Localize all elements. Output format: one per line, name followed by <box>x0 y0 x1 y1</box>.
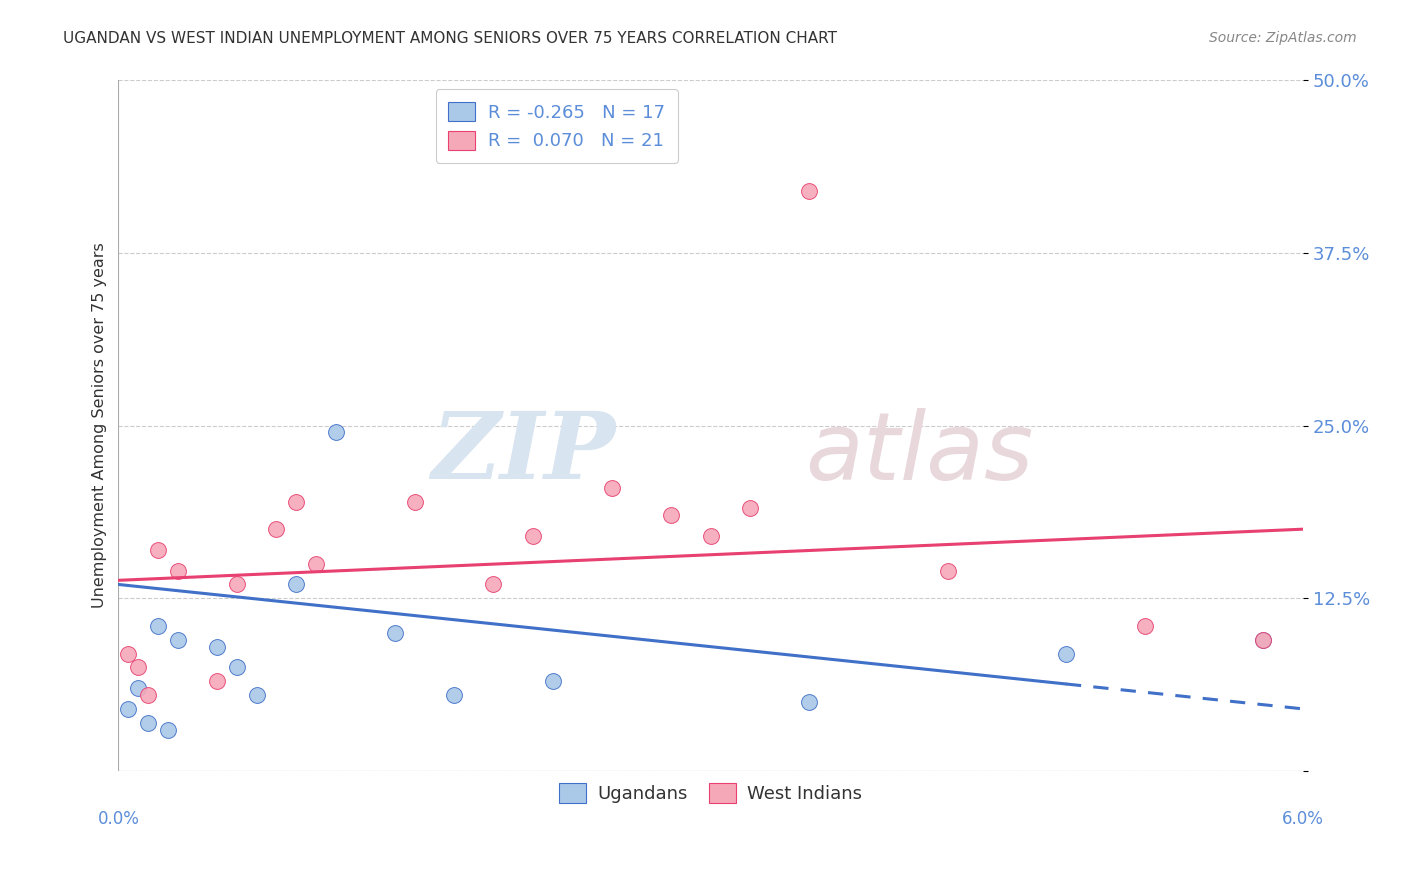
Point <box>936 564 959 578</box>
Point <box>117 702 139 716</box>
Point <box>482 577 505 591</box>
Point <box>146 542 169 557</box>
Point <box>305 557 328 571</box>
Text: atlas: atlas <box>806 408 1033 499</box>
Point <box>740 501 762 516</box>
Point <box>1253 632 1275 647</box>
Point <box>205 674 228 689</box>
Point <box>799 695 821 709</box>
Point <box>146 619 169 633</box>
Point <box>285 577 308 591</box>
Point <box>117 647 139 661</box>
Point <box>384 625 406 640</box>
Point <box>659 508 682 523</box>
Point <box>136 688 159 702</box>
Text: 6.0%: 6.0% <box>1282 810 1324 828</box>
Point <box>443 688 465 702</box>
Point <box>166 632 188 647</box>
Point <box>266 522 288 536</box>
Point <box>127 681 149 695</box>
Point <box>799 184 821 198</box>
Point <box>325 425 347 440</box>
Point <box>205 640 228 654</box>
Point <box>404 494 426 508</box>
Point <box>285 494 308 508</box>
Legend: Ugandans, West Indians: Ugandans, West Indians <box>553 776 869 811</box>
Point <box>225 577 247 591</box>
Text: ZIP: ZIP <box>432 409 616 498</box>
Y-axis label: Unemployment Among Seniors over 75 years: Unemployment Among Seniors over 75 years <box>93 243 107 608</box>
Point <box>1133 619 1156 633</box>
Point <box>136 715 159 730</box>
Point <box>1054 647 1077 661</box>
Point <box>166 564 188 578</box>
Text: Source: ZipAtlas.com: Source: ZipAtlas.com <box>1209 31 1357 45</box>
Text: 0.0%: 0.0% <box>97 810 139 828</box>
Text: UGANDAN VS WEST INDIAN UNEMPLOYMENT AMONG SENIORS OVER 75 YEARS CORRELATION CHAR: UGANDAN VS WEST INDIAN UNEMPLOYMENT AMON… <box>63 31 837 46</box>
Point <box>246 688 269 702</box>
Point <box>699 529 721 543</box>
Point <box>1253 632 1275 647</box>
Point <box>225 660 247 674</box>
Point <box>600 481 623 495</box>
Point <box>541 674 564 689</box>
Point <box>156 723 179 737</box>
Point <box>522 529 544 543</box>
Point <box>127 660 149 674</box>
